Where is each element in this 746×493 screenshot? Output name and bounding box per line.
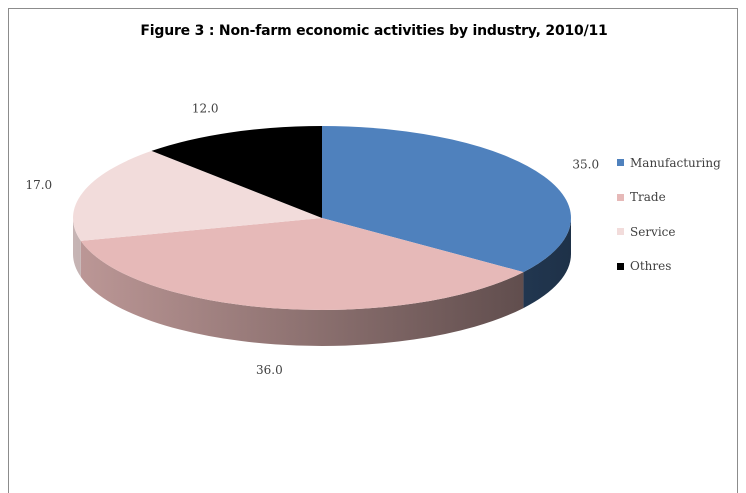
legend-swatch	[617, 193, 624, 201]
chart-title: Figure 3 : Non-farm economic activities …	[140, 23, 608, 39]
legend-item-service: Service	[617, 223, 721, 240]
legend-item-othres: Othres	[617, 258, 721, 275]
data-label-manufacturing: 35.0	[572, 157, 599, 171]
legend-swatch	[617, 159, 624, 166]
pie-side-manufacturing	[523, 218, 571, 309]
data-label-othres: 12.0	[192, 101, 219, 115]
pie-side-service	[73, 218, 81, 277]
legend-swatch	[617, 262, 624, 270]
legend-swatch	[617, 228, 624, 235]
pie-slice-manufacturing	[322, 126, 571, 273]
pie-slice-trade	[80, 218, 524, 310]
pie-slice-service	[73, 150, 322, 241]
legend-item-manufacturing: Manufacturing	[617, 154, 721, 171]
legend-label: Service	[630, 224, 676, 239]
data-label-trade: 36.0	[256, 363, 283, 377]
pie-slice-othres	[151, 126, 322, 218]
legend-item-trade: Trade	[617, 189, 721, 206]
legend-label: Manufacturing	[630, 155, 721, 170]
legend-label: Trade	[630, 190, 666, 204]
legend-label: Othres	[630, 259, 672, 273]
pie-side-trade	[80, 240, 524, 346]
legend: Manufacturing Trade Service Othres	[617, 154, 721, 292]
data-label-service: 17.0	[25, 178, 52, 192]
